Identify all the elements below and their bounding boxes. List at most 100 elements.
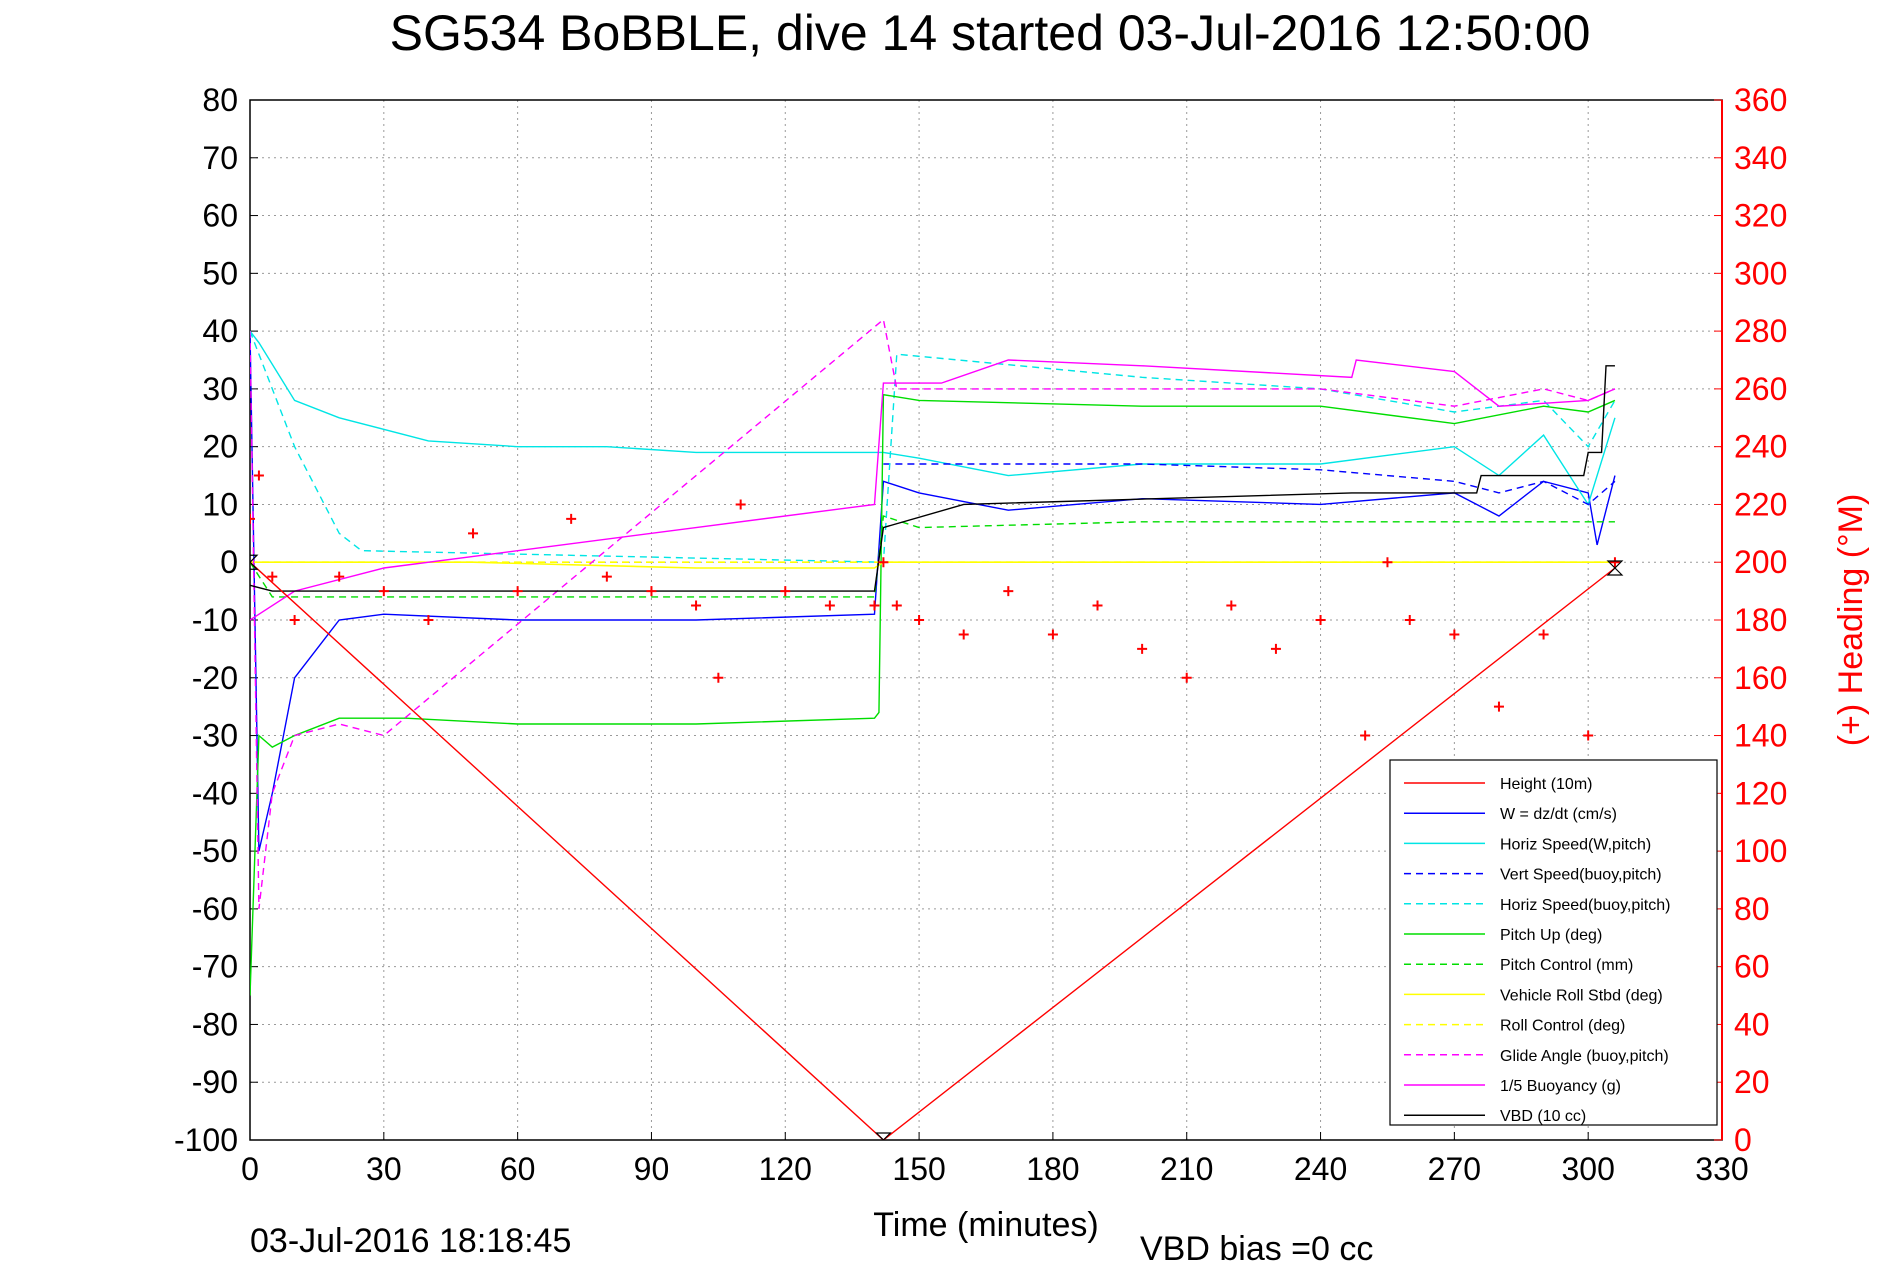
- x-axis: 0 30 60 90 120 150 180 210 240 270 300 330: [241, 1132, 1749, 1187]
- heading-point: [1583, 730, 1594, 741]
- height-marker: [1606, 560, 1624, 576]
- y-tick-label: -60: [192, 891, 238, 927]
- heading-point: [1449, 629, 1460, 640]
- heading-point: [378, 586, 389, 597]
- legend-label-horiz-speed-buoy-pitch: Horiz Speed(buoy,pitch): [1500, 897, 1670, 914]
- heading-point: [253, 470, 264, 481]
- y-axis-right-label: (+) Heading (°M): [1832, 494, 1870, 747]
- legend-label-1-5-buoyancy-g: 1/5 Buoyancy (g): [1500, 1078, 1621, 1095]
- y-right-tick-label: 60: [1734, 949, 1770, 985]
- y-right-tick-label: 220: [1734, 486, 1787, 522]
- height-marker: [250, 554, 259, 570]
- x-tick-label: 330: [1695, 1151, 1748, 1187]
- y-tick-label: -30: [192, 718, 238, 754]
- heading-point: [250, 513, 255, 524]
- legend-label-roll-control-deg: Roll Control (deg): [1500, 1018, 1625, 1035]
- series-vbd-10-cc: [250, 365, 1615, 592]
- heading-point: [1382, 557, 1393, 568]
- heading-point: [869, 600, 880, 611]
- y-right-tick-label: 80: [1734, 891, 1770, 927]
- heading-point: [646, 586, 657, 597]
- heading-point: [1538, 629, 1549, 640]
- heading-point: [566, 513, 577, 524]
- series-w-dz-dt-cm-s: [250, 331, 1616, 852]
- y-tick-label: -20: [192, 660, 238, 696]
- y-tick-label: 30: [202, 371, 238, 407]
- heading-point: [1047, 629, 1058, 640]
- x-tick-label: 60: [500, 1151, 536, 1187]
- y-axis-left: -100-90-80-70-60-50-40-30-20-10010203040…: [174, 82, 258, 1158]
- legend-label-vbd-10-cc: VBD (10 cc): [1500, 1108, 1586, 1125]
- series-heading: [250, 470, 1620, 741]
- y-tick-label: 80: [202, 82, 238, 118]
- heading-point: [1003, 586, 1014, 597]
- y-right-tick-label: 300: [1734, 255, 1787, 291]
- y-tick-label: 60: [202, 198, 238, 234]
- heading-point: [891, 600, 902, 611]
- legend-label-glide-angle-buoy-pitch: Glide Angle (buoy,pitch): [1500, 1048, 1669, 1065]
- series-pitch-up-deg: [250, 393, 1616, 996]
- heading-point: [1226, 600, 1237, 611]
- y-right-tick-label: 200: [1734, 544, 1787, 580]
- heading-point: [289, 615, 300, 625]
- x-tick-label: 300: [1561, 1151, 1614, 1187]
- y-right-tick-label: 40: [1734, 1006, 1770, 1042]
- series-vehicle-roll-stbd-deg: [250, 561, 1615, 569]
- y-tick-label: 0: [220, 544, 238, 580]
- x-tick-label: 90: [634, 1151, 670, 1187]
- legend: Height (10m) W = dz/dt (cm/s) Horiz Speed(…: [1389, 759, 1718, 1126]
- y-right-tick-label: 0: [1734, 1122, 1752, 1158]
- legend-label-vehicle-roll-stbd-deg: Vehicle Roll Stbd (deg): [1500, 987, 1663, 1004]
- legend-label-horiz-speed-w-pitch: Horiz Speed(W,pitch): [1500, 836, 1651, 853]
- heading-point: [1137, 643, 1148, 654]
- heading-point: [1360, 730, 1371, 741]
- y-right-tick-label: 140: [1734, 718, 1787, 754]
- y-right-tick-label: 340: [1734, 140, 1787, 176]
- heading-point: [334, 571, 345, 582]
- y-right-tick-label: 240: [1734, 429, 1787, 465]
- heading-point: [512, 586, 523, 597]
- legend-label-vert-speed-buoy-pitch: Vert Speed(buoy,pitch): [1500, 867, 1662, 884]
- y-tick-label: -10: [192, 602, 238, 638]
- series-layer: [250, 318, 1620, 1140]
- legend-label-pitch-up-deg: Pitch Up (deg): [1500, 927, 1602, 944]
- x-tick-label: 120: [759, 1151, 812, 1187]
- y-tick-label: 50: [202, 255, 238, 291]
- y-right-tick-label: 180: [1734, 602, 1787, 638]
- vbd-bias-label: VBD bias =0 cc: [1140, 1230, 1373, 1262]
- height-markers: [250, 554, 1624, 1140]
- y-right-tick-label: 120: [1734, 775, 1787, 811]
- y-right-tick-label: 280: [1734, 313, 1787, 349]
- y-tick-label: 10: [202, 486, 238, 522]
- y-right-tick-label: 100: [1734, 833, 1787, 869]
- heading-point: [735, 499, 746, 510]
- y-tick-label: -50: [192, 833, 238, 869]
- heading-point: [780, 586, 791, 597]
- legend-label-pitch-control-mm: Pitch Control (mm): [1500, 957, 1633, 974]
- y-tick-label: -40: [192, 775, 238, 811]
- heading-point: [1181, 672, 1192, 683]
- heading-point: [1092, 600, 1103, 611]
- x-axis-label: Time (minutes): [873, 1206, 1098, 1244]
- x-tick-label: 240: [1294, 1151, 1347, 1187]
- heading-point: [824, 600, 835, 611]
- series-pitch-control-mm: [250, 515, 1615, 598]
- heading-point: [423, 615, 434, 625]
- x-tick-label: 150: [892, 1151, 945, 1187]
- y-tick-label: 20: [202, 429, 238, 465]
- series-vert-speed-buoy-pitch: [883, 463, 1616, 506]
- height-marker: [874, 1132, 892, 1140]
- heading-point: [468, 528, 479, 539]
- legend-label-w-dz-dt-cm-s: W = dz/dt (cm/s): [1500, 806, 1617, 823]
- heading-point: [1270, 643, 1281, 654]
- y-axis-right: 0 20 40 60 80 100 120 140 160 180 200 220 240 260 280 3…: [1714, 82, 1787, 1158]
- heading-point: [713, 672, 724, 683]
- y-tick-label: 40: [202, 313, 238, 349]
- y-tick-label: -80: [192, 1006, 238, 1042]
- heading-point: [1315, 615, 1326, 625]
- series-1-5-buoyancy-g: [250, 359, 1616, 621]
- y-right-tick-label: 320: [1734, 198, 1787, 234]
- heading-point: [267, 571, 278, 582]
- footer-timestamp: 03-Jul-2016 18:18:45: [250, 1222, 571, 1260]
- heading-point: [914, 615, 925, 625]
